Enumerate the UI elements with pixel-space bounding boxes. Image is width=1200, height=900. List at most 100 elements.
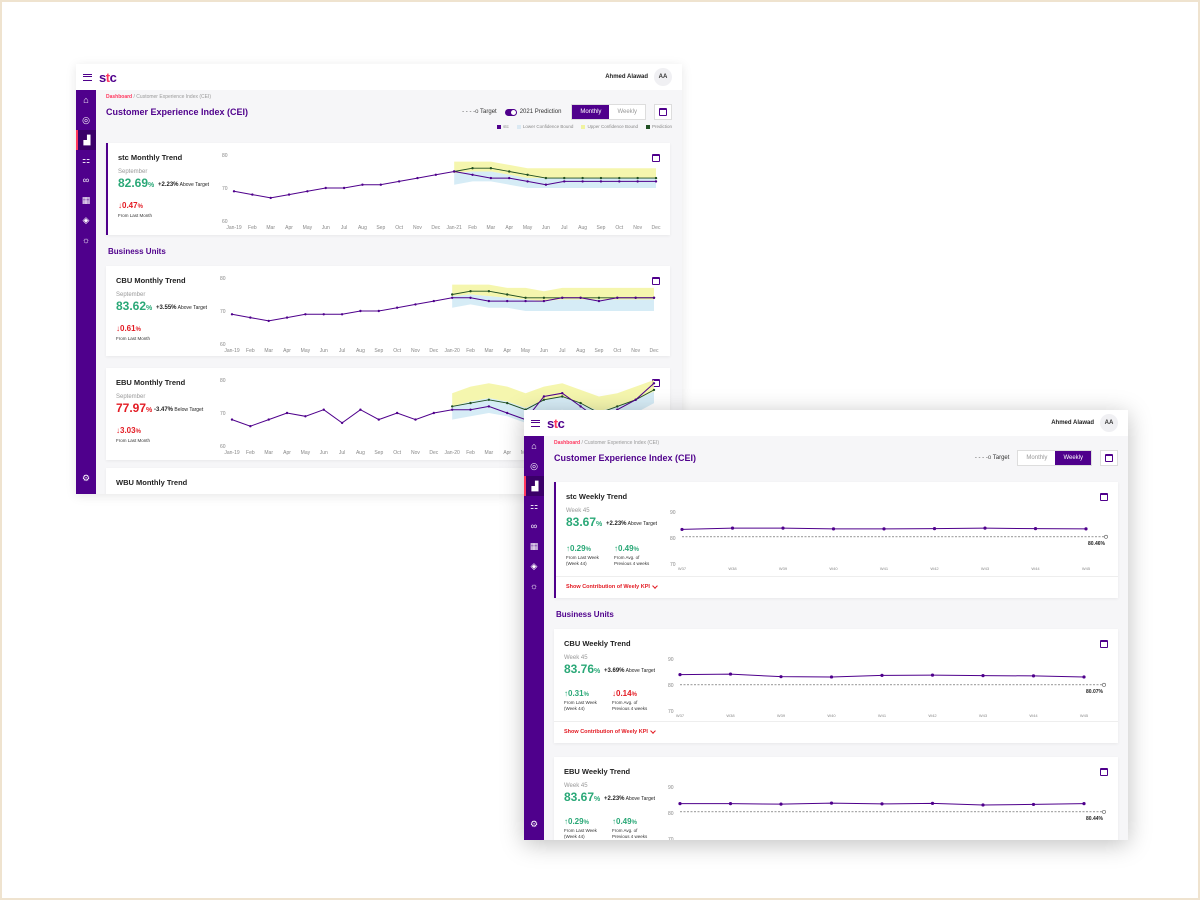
main-content: Dashboard / Customer Experience Index (C… (544, 436, 1128, 840)
x-tick-label: Nov (411, 450, 420, 456)
bulb-icon[interactable]: ☼ (529, 581, 539, 591)
week-change: ↑0.31% (564, 689, 589, 698)
x-tick-label: Jul (339, 450, 345, 456)
analytics-icon[interactable]: ⚏ (81, 154, 91, 165)
menu-icon[interactable] (83, 73, 92, 81)
x-tick-label: Aug (576, 348, 585, 354)
lower-confidence-band (454, 171, 656, 188)
x-tick-label: Feb (246, 348, 255, 354)
weekly-button[interactable]: Weekly (609, 105, 645, 119)
y-tick-label: 80 (668, 683, 674, 689)
prediction-toggle[interactable]: 2021 Prediction (504, 108, 561, 116)
target-legend: Target (975, 455, 1010, 461)
data-point (414, 418, 417, 421)
monthly-button[interactable]: Monthly (572, 105, 610, 119)
data-point (599, 180, 603, 183)
x-tick-label: Feb (468, 225, 477, 231)
x-tick-label: Jun (322, 225, 330, 231)
avatar[interactable]: AA (1100, 414, 1118, 432)
y-tick-label: 70 (670, 562, 676, 568)
bulb-icon[interactable]: ☼ (81, 235, 91, 245)
data-point (249, 316, 252, 319)
layers-icon[interactable]: ◈ (82, 214, 90, 225)
prediction-point (542, 398, 546, 401)
data-point (359, 309, 362, 313)
y-tick-label: 70 (220, 309, 226, 315)
settings-icon[interactable]: ⚙ (529, 818, 539, 829)
data-point (285, 411, 289, 415)
data-point (654, 180, 658, 183)
data-point (880, 802, 884, 806)
period-switch: Monthly Weekly (1017, 450, 1092, 466)
breadcrumb-home[interactable]: Dashboard (106, 94, 133, 100)
breadcrumb-current: Customer Experience Index (CEI) (584, 440, 660, 446)
stc-weekly-card: stc Weekly Trend Week 45 83.67% +2.23% A… (554, 482, 1118, 598)
data-point (230, 313, 234, 316)
breadcrumb-home[interactable]: Dashboard (554, 440, 581, 446)
monthly-button[interactable]: Monthly (1018, 451, 1056, 465)
cei-score: 83.67% (564, 790, 601, 804)
target-icon[interactable]: ◎ (82, 114, 90, 125)
y-tick-label: 90 (668, 785, 674, 791)
home-icon[interactable]: ⌂ (83, 95, 89, 105)
layers-icon[interactable]: ◈ (530, 560, 538, 571)
analytics-icon[interactable]: ⚏ (529, 500, 539, 511)
trend-icon[interactable]: ▟ (76, 130, 96, 150)
x-tick-label: W44 (1029, 713, 1038, 718)
calendar-icon[interactable] (652, 154, 660, 162)
card-title: EBU Weekly Trend (564, 767, 631, 776)
toggle-switch[interactable] (504, 108, 517, 116)
business-units-heading: Business Units (556, 610, 614, 619)
data-point (544, 183, 548, 186)
calendar-icon[interactable] (652, 277, 660, 285)
x-tick-label: Apr (283, 348, 291, 354)
x-tick-label: Aug (356, 450, 365, 456)
calendar-button[interactable] (654, 104, 672, 120)
avatar[interactable]: AA (654, 68, 672, 86)
prediction-point (542, 296, 546, 299)
x-tick-label: Feb (246, 450, 255, 456)
show-contribution-link[interactable]: Show Contribution of Weely KPI (554, 721, 1118, 743)
x-tick-label: Mar (485, 348, 494, 354)
target-marker (1102, 682, 1106, 687)
data-point (579, 296, 582, 299)
data-point (618, 180, 621, 183)
show-contribution-link[interactable]: Show Contribution of Weely KPI (556, 576, 1118, 598)
data-point (983, 526, 987, 530)
link-icon[interactable]: ∞ (530, 521, 538, 531)
period-label: Week 45 (564, 655, 588, 661)
data-point (1082, 802, 1086, 806)
data-point (981, 674, 985, 678)
page-header: Customer Experience Index (CEI) Target 2… (106, 102, 672, 122)
user-menu[interactable]: Ahmed Alawad AA (1051, 414, 1118, 432)
home-icon[interactable]: ⌂ (531, 441, 537, 451)
data-point (636, 180, 639, 183)
user-name: Ahmed Alawad (605, 74, 648, 80)
calendar-icon[interactable] (1100, 493, 1108, 501)
cei-score: 83.76% (564, 662, 601, 676)
x-tick-label: Nov (411, 348, 420, 354)
settings-icon[interactable]: ⚙ (81, 472, 91, 483)
weekly-button[interactable]: Weekly (1055, 451, 1091, 465)
avg-change: ↓0.14% (612, 689, 637, 698)
calendar-icon[interactable] (1100, 768, 1108, 776)
trend-icon[interactable]: ▟ (524, 476, 544, 496)
data-point (395, 306, 399, 309)
weekly-dashboard-window: stc Ahmed Alawad AA ⌂ ◎ ▟ ⚏ ∞ ▦ ◈ ☼ ⚙ Da… (524, 410, 1128, 840)
calendar-button[interactable] (1100, 450, 1118, 466)
x-tick-label: Oct (615, 225, 623, 231)
target-icon[interactable]: ◎ (530, 460, 538, 471)
legend-upper-bound: Upper Confidence Bound (581, 124, 638, 129)
link-icon[interactable]: ∞ (82, 175, 90, 185)
calendar-icon[interactable] (1100, 640, 1108, 648)
menu-icon[interactable] (531, 419, 540, 427)
stc-logo[interactable]: stc (99, 69, 117, 85)
grid-icon[interactable]: ▦ (529, 540, 539, 551)
user-menu[interactable]: Ahmed Alawad AA (605, 68, 672, 86)
period-label: September (116, 292, 146, 298)
grid-icon[interactable]: ▦ (81, 194, 91, 205)
stc-logo[interactable]: stc (547, 415, 565, 431)
business-units-heading: Business Units (108, 247, 166, 256)
